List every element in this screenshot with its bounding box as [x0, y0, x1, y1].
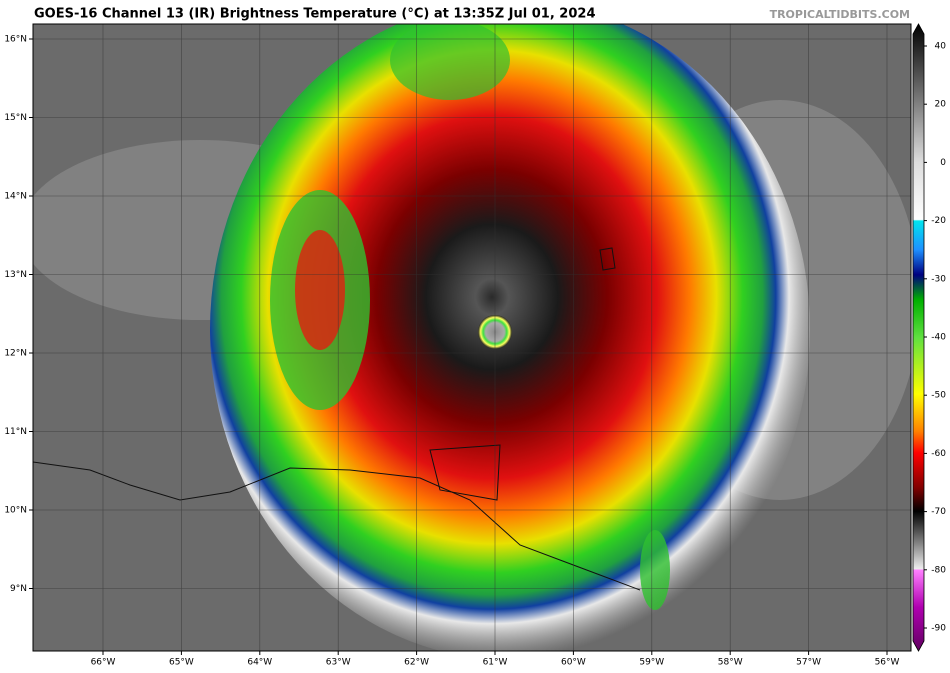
- colorbar-label: 0: [940, 158, 946, 168]
- colorbar-label: -30: [931, 274, 946, 284]
- lon-label: 66°W: [91, 658, 116, 668]
- colorbar-label: -90: [931, 624, 946, 634]
- lat-label: 9°N: [10, 584, 27, 594]
- lat-label: 10°N: [4, 506, 27, 516]
- lon-label: 58°W: [718, 658, 743, 668]
- colorbar-label: -40: [931, 333, 946, 343]
- lon-label: 62°W: [404, 658, 429, 668]
- lat-label: 11°N: [4, 427, 27, 437]
- colorbar-label: -70: [931, 507, 946, 517]
- lat-label: 13°N: [4, 270, 27, 280]
- lon-label: 59°W: [639, 658, 664, 668]
- lon-label: 56°W: [875, 658, 900, 668]
- colorbar-label: -80: [931, 565, 946, 575]
- lon-label: 63°W: [326, 658, 351, 668]
- lon-label: 60°W: [561, 658, 586, 668]
- map-frame: [32, 23, 912, 652]
- lat-label: 16°N: [4, 35, 27, 45]
- lon-label: 57°W: [796, 658, 821, 668]
- title: GOES-16 Channel 13 (IR) Brightness Tempe…: [34, 7, 596, 22]
- colorbar-label: -20: [931, 216, 946, 226]
- lat-label: 12°N: [4, 349, 27, 359]
- lat-label: 14°N: [4, 192, 27, 202]
- lat-label: 15°N: [4, 113, 27, 123]
- satellite-image: [33, 24, 911, 651]
- lon-label: 65°W: [169, 658, 194, 668]
- colorbar-label: -60: [931, 449, 946, 459]
- source: TROPICALTIDBITS.COM: [770, 8, 910, 21]
- lon-label: 61°W: [483, 658, 508, 668]
- colorbar-label: 40: [935, 42, 947, 52]
- colorbar-label: 20: [935, 100, 947, 110]
- colorbar-label: -50: [931, 391, 946, 401]
- colorbar: [912, 23, 925, 652]
- lon-label: 64°W: [247, 658, 272, 668]
